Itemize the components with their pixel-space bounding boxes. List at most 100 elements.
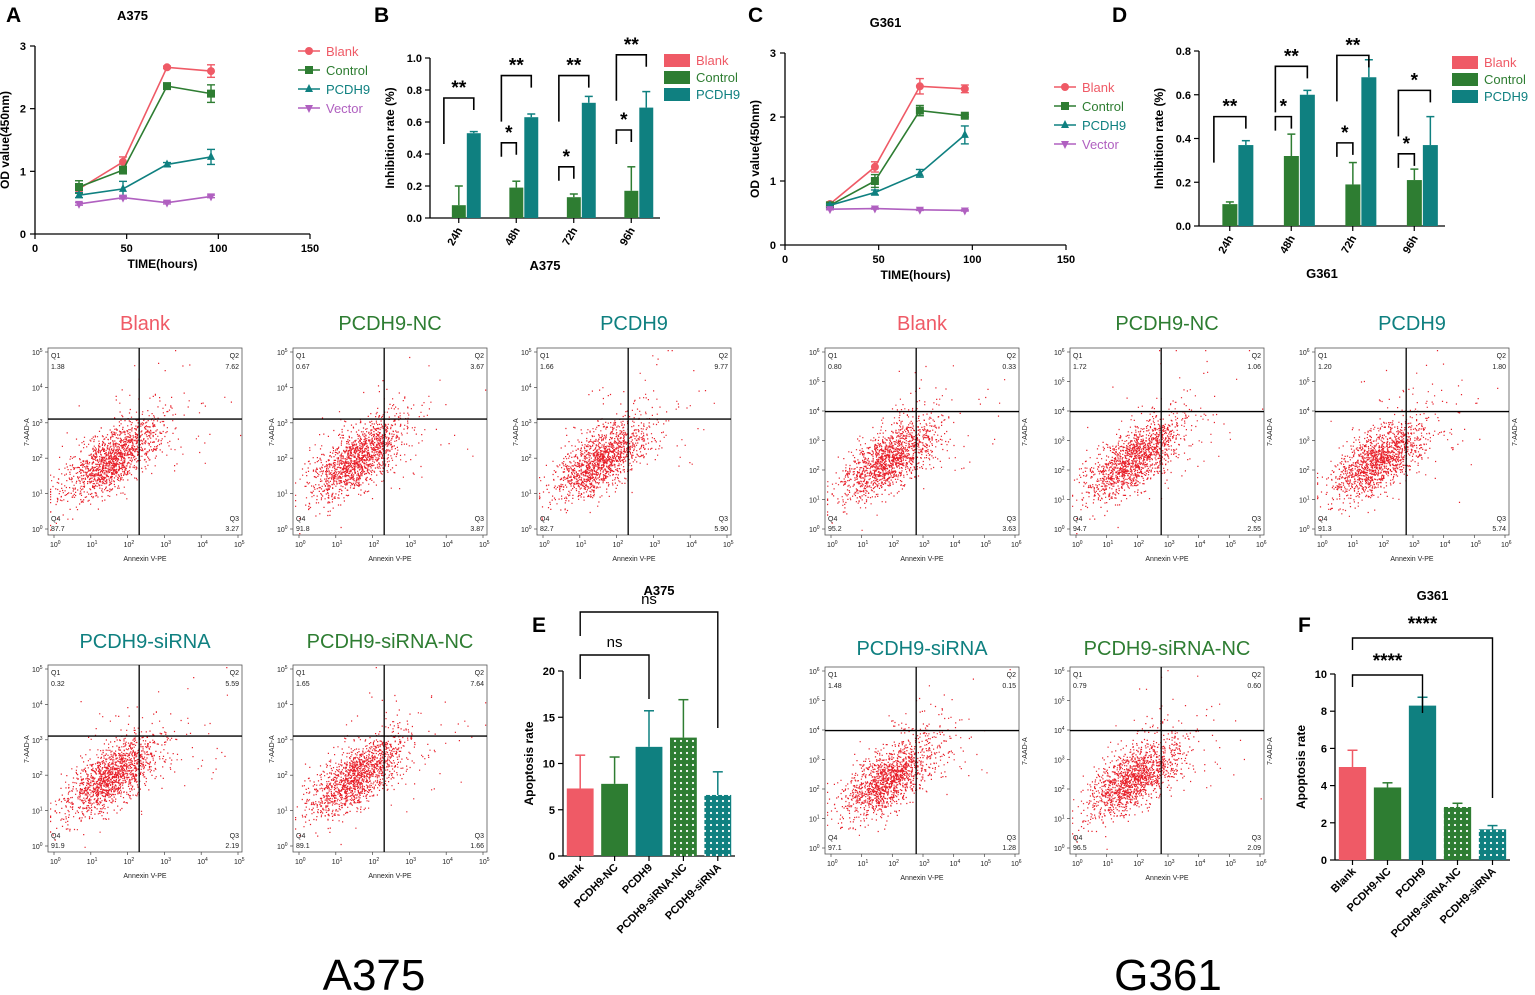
marker-square bbox=[75, 183, 83, 191]
q2-value: 1.80 bbox=[1492, 364, 1506, 371]
q3-value: 3.87 bbox=[470, 526, 484, 533]
q2-name: Q2 bbox=[1252, 672, 1261, 679]
marker-square bbox=[1061, 102, 1069, 110]
y-axis-label: Inhibition rate (%) bbox=[383, 87, 397, 188]
marker-triangle bbox=[207, 151, 215, 160]
facs-y-tick-label: 105 bbox=[521, 348, 532, 357]
x-tick-label: 50 bbox=[121, 243, 133, 255]
y-axis-label: Apoptosis rate bbox=[1294, 725, 1308, 809]
facs-y-tick-label: 100 bbox=[521, 525, 532, 534]
facs-plot-8: PCDH9-siRNA Q1 1.48 Q2 0.15 Q4 97.1 Q3 1.28 100 10… bbox=[809, 638, 1029, 882]
q3-value: 1.28 bbox=[1002, 845, 1016, 852]
x-tick-label: 0 bbox=[32, 243, 38, 255]
q2-name: Q2 bbox=[475, 670, 484, 677]
facs-y-tick-label: 103 bbox=[1054, 756, 1065, 765]
facs-y-tick-label: 100 bbox=[277, 842, 288, 851]
marker-square bbox=[960, 111, 969, 120]
facs-x-tick-label: 101 bbox=[576, 540, 587, 549]
q1-value: 0.32 bbox=[51, 681, 65, 688]
y-tick-label: 6 bbox=[1321, 743, 1327, 755]
marker-triangle bbox=[915, 168, 924, 177]
y-tick-label: 20 bbox=[543, 666, 555, 678]
facs-x-tick-label: 104 bbox=[686, 540, 697, 549]
q4-name: Q4 bbox=[1073, 516, 1082, 523]
facs-y-tick-label: 103 bbox=[1299, 437, 1310, 446]
q2-value: 3.67 bbox=[470, 364, 484, 371]
legend-swatch bbox=[1452, 90, 1478, 103]
facs-y-label: 7-AAD-A bbox=[269, 418, 276, 446]
facs-dot-cloud bbox=[50, 350, 242, 531]
series-pcdh9 bbox=[75, 148, 215, 199]
q1-name: Q1 bbox=[1073, 672, 1082, 679]
q3-name: Q3 bbox=[719, 516, 728, 523]
significance-label: **** bbox=[1373, 651, 1403, 672]
marker-square bbox=[119, 166, 127, 175]
legend-label: Blank bbox=[696, 53, 729, 68]
bar-pcdh9-sirna bbox=[1478, 829, 1507, 860]
y-tick-label: 0 bbox=[549, 851, 555, 863]
facs-y-label: 7-AAD-A bbox=[24, 418, 31, 446]
facs-y-tick-label: 100 bbox=[809, 525, 820, 534]
chart-title: A375 bbox=[117, 8, 148, 23]
facs-x-tick-label: 104 bbox=[197, 540, 208, 549]
x-axis-label: TIME(hours) bbox=[128, 257, 198, 271]
bar-pcdh9 bbox=[581, 102, 596, 218]
bar-chart-B: 0.0 0.2 0.4 0.6 0.8 1.0 Inhibition rate (%) A37… bbox=[383, 35, 740, 273]
legend-swatch bbox=[664, 71, 690, 84]
facs-y-tick-label: 105 bbox=[32, 348, 43, 357]
facs-x-tick-label: 101 bbox=[1103, 859, 1114, 868]
facs-dots bbox=[295, 356, 487, 535]
facs-y-tick-label: 101 bbox=[32, 807, 43, 816]
q1-name: Q1 bbox=[296, 353, 305, 360]
facs-x-tick-label: 102 bbox=[613, 540, 624, 549]
bar-control bbox=[1345, 184, 1361, 226]
significance-bracket bbox=[1274, 65, 1309, 113]
facs-y-label: 7-AAD-A bbox=[24, 735, 31, 763]
q3-value: 3.27 bbox=[225, 526, 239, 533]
y-tick-label: 0 bbox=[20, 229, 26, 241]
facs-x-tick-label: 102 bbox=[1133, 540, 1144, 549]
y-tick-label: 0.8 bbox=[1176, 46, 1191, 58]
facs-y-tick-label: 106 bbox=[809, 348, 820, 357]
q4-value: 97.1 bbox=[828, 845, 842, 852]
y-tick-label: 1 bbox=[770, 176, 776, 188]
marker-circle bbox=[163, 63, 171, 72]
significance-bracket bbox=[615, 53, 648, 101]
bar-pcdh9 bbox=[1238, 145, 1254, 226]
facs-y-tick-label: 100 bbox=[809, 844, 820, 853]
significance-label: * bbox=[1403, 134, 1411, 155]
bar-control bbox=[509, 187, 524, 218]
marker-triangle bbox=[163, 159, 171, 168]
q2-value: 9.77 bbox=[714, 364, 728, 371]
facs-x-label: Annexin V-PE bbox=[123, 556, 167, 563]
q1-value: 0.67 bbox=[296, 364, 310, 371]
x-tick-label: 96h bbox=[1401, 233, 1421, 256]
facs-y-tick-label: 101 bbox=[521, 490, 532, 499]
facs-title: PCDH9-siRNA bbox=[856, 638, 988, 660]
facs-dot-cloud bbox=[295, 667, 487, 846]
facs-y-tick-label: 102 bbox=[1299, 466, 1310, 475]
marker-triangle bbox=[870, 187, 879, 196]
facs-x-tick-label: 101 bbox=[1103, 540, 1114, 549]
legend-label: Control bbox=[696, 70, 738, 85]
marker-invtriangle bbox=[825, 206, 834, 215]
facs-x-tick-label: 105 bbox=[980, 540, 991, 549]
legend-swatch bbox=[664, 54, 690, 67]
q2-name: Q2 bbox=[475, 353, 484, 360]
q1-value: 1.72 bbox=[1073, 364, 1087, 371]
q1-name: Q1 bbox=[1318, 353, 1327, 360]
facs-dot-cloud bbox=[827, 365, 1006, 531]
marker-invtriangle bbox=[870, 205, 879, 214]
q1-name: Q1 bbox=[828, 672, 837, 679]
facs-x-tick-label: 104 bbox=[1195, 540, 1206, 549]
facs-y-tick-label: 106 bbox=[1299, 348, 1310, 357]
y-tick-label: 10 bbox=[1315, 669, 1327, 681]
marker-invtriangle bbox=[207, 193, 215, 202]
facs-frame bbox=[1069, 666, 1265, 855]
legend-label: PCDH9 bbox=[326, 82, 370, 97]
facs-dots bbox=[827, 365, 1006, 531]
x-tick-label: Blank bbox=[557, 861, 587, 891]
facs-frame bbox=[1314, 347, 1510, 536]
series-line bbox=[829, 207, 965, 212]
